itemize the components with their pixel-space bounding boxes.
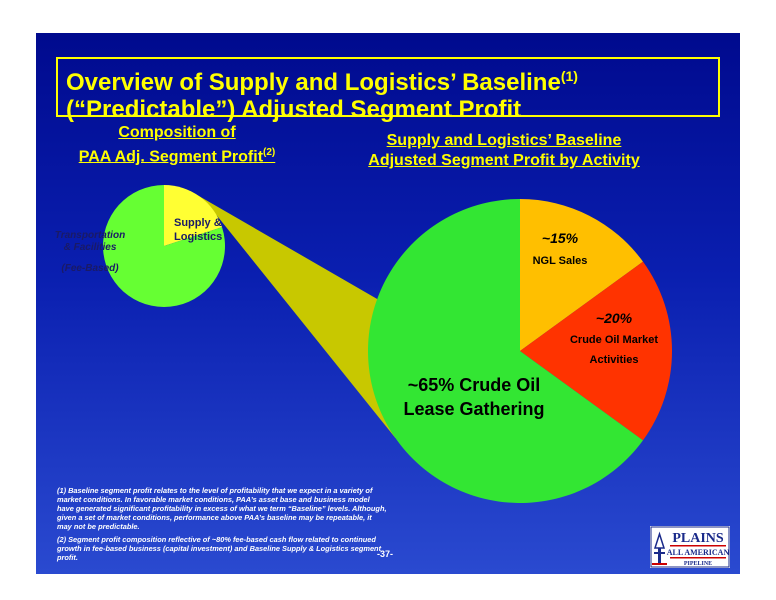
footnote-1: (1) Baseline segment profit relates to t… [57,486,387,531]
big-slice-lease-gathering [367,199,643,503]
title-line1: Overview of Supply and Logistics’ Baseli… [66,69,561,96]
small-slice-label-supply-2: Logistics [174,231,222,243]
pipeline-tower-icon [652,531,667,565]
right-heading-line1: Supply and Logistics’ Baseline [386,132,622,149]
title-footnote-ref: (1) [560,68,578,84]
small-slice-transportation [102,185,225,307]
title-line2: (“Predictable”) Adjusted Segment Profit [66,96,522,123]
small-pie-chart [102,185,225,307]
page-number: -37- [377,549,394,559]
big-slice-crude-market [520,261,672,441]
footnotes: (1) Baseline segment profit relates to t… [57,486,387,566]
small-slice-label-transport-1: Transportation [55,230,125,241]
pie-charts: Transportation & Facilities (Fee-Based) … [55,185,672,503]
plains-logo: PLAINS ALL AMERICAN PIPELINE [650,526,730,568]
small-slice-label-supply-1: Supply & [174,217,222,229]
logo-mark: PLAINS ALL AMERICAN PIPELINE [650,526,730,568]
logo-text-3: PIPELINE [684,561,712,567]
small-slice-label-fee-based: (Fee-Based) [61,263,119,274]
big-slice-pct-crude-market: ~20% [596,310,633,326]
logo-text-1: PLAINS [672,531,724,546]
big-slice-label-lease-1: ~65% Crude Oil [408,375,541,395]
title-box: Overview of Supply and Logistics’ Baseli… [56,57,720,123]
big-slice-label-crude-market-1: Crude Oil Market [570,334,658,346]
slide-title: Overview of Supply and Logistics’ Baseli… [66,63,578,123]
footnote-2: (2) Segment profit composition reflectiv… [57,535,382,562]
big-slice-pct-ngl: ~15% [542,230,579,246]
right-heading-line2: Adjusted Segment Profit by Activity [368,152,640,169]
small-slice-supply-logistics [164,185,223,246]
small-slice-label-transport-2: & Facilities [64,242,117,253]
connector-wedge [189,190,396,439]
left-heading-footnote-ref: (2) [263,147,276,158]
big-slice-label-ngl: NGL Sales [533,255,588,267]
big-pie-chart [367,199,672,503]
right-chart-heading: Supply and Logistics’ Baseline Adjusted … [346,131,662,171]
left-chart-heading: Composition of PAA Adj. Segment Profit(2… [67,123,287,167]
big-slice-label-lease-2: Lease Gathering [403,399,544,419]
big-slice-label-crude-market-2: Activities [590,354,639,366]
logo-text-2: ALL AMERICAN [667,548,730,557]
slide: Overview of Supply and Logistics’ Baseli… [36,33,740,574]
left-heading-line2: PAA Adj. Segment Profit [78,148,264,166]
left-heading-line1: Composition of [118,124,236,141]
big-slice-ngl-sales [520,199,643,351]
